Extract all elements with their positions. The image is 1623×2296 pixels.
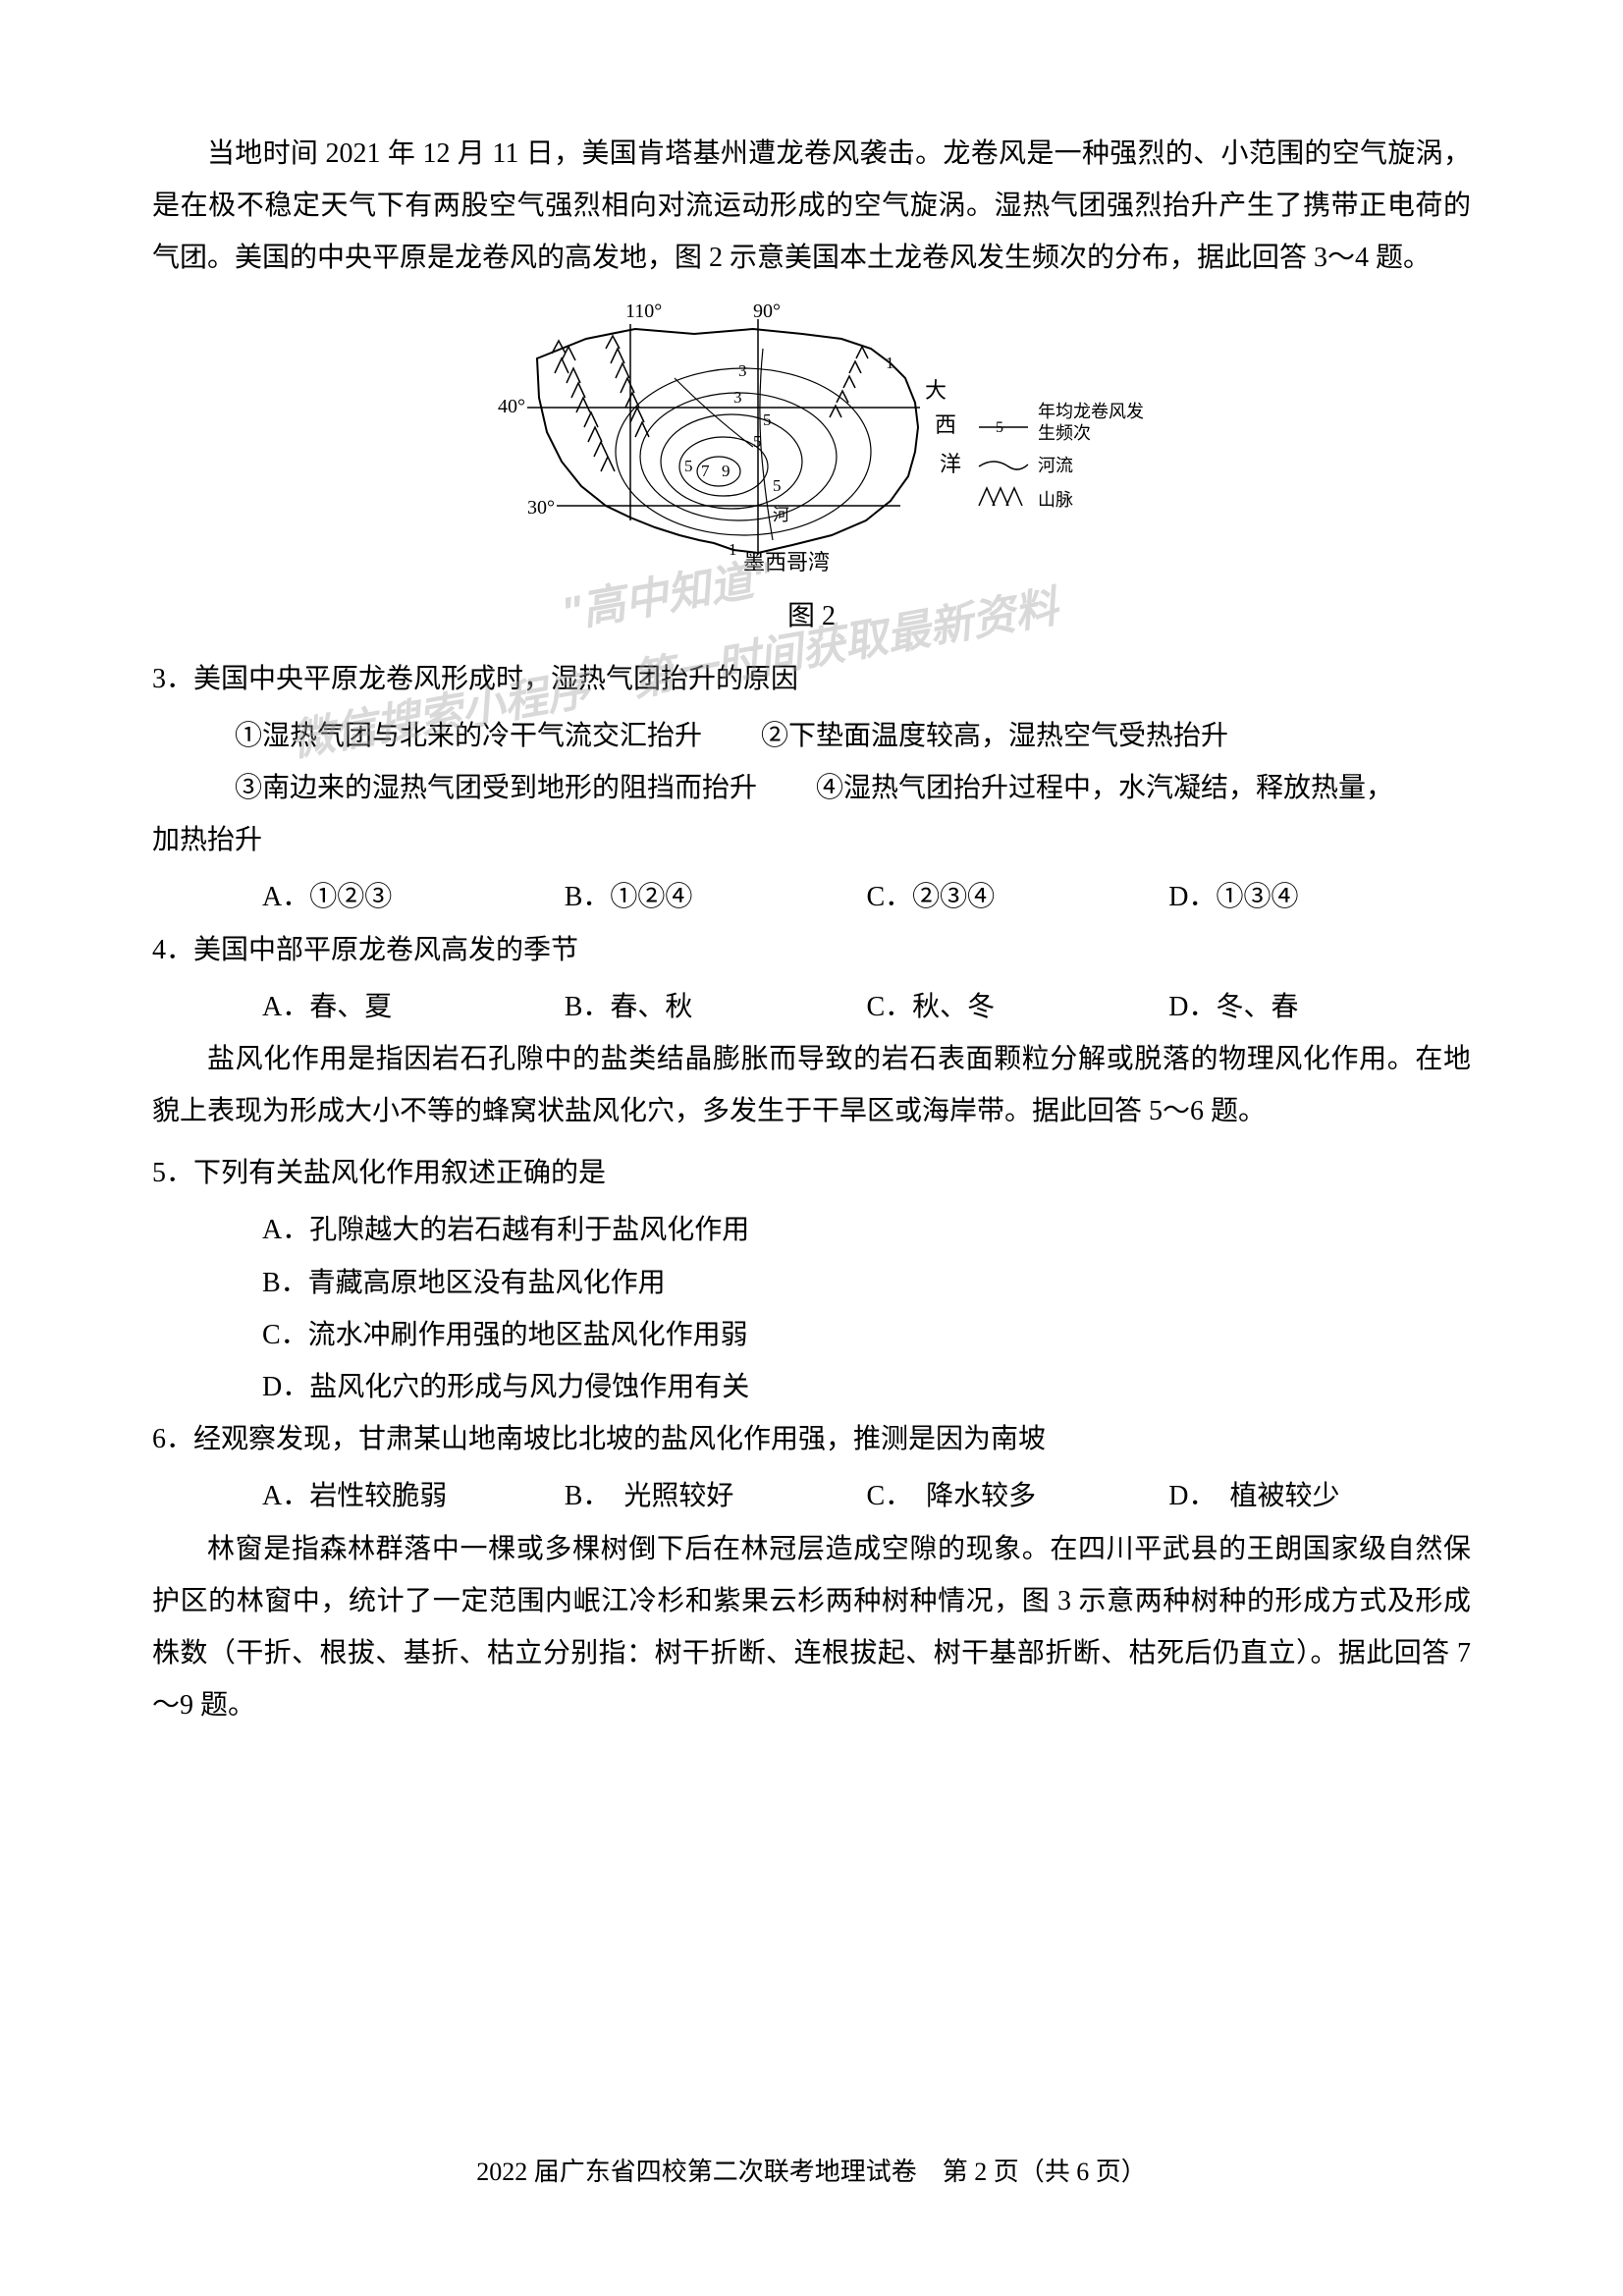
q6-stem: 6．经观察发现，甘肃某山地南坡比北坡的盐风化作用强，推测是因为南坡	[152, 1413, 1471, 1465]
figure-2-box: 110° 90° 40° 30°	[478, 300, 1146, 579]
q3-option-c: C．②③④	[867, 871, 1169, 923]
contour-val: 3	[738, 361, 747, 380]
mountains-west	[552, 336, 649, 471]
svg-text:5: 5	[996, 419, 1003, 436]
q3-stem: 3．美国中央平原龙卷风形成时，湿热气团抬升的原因	[152, 653, 1471, 705]
q4-option-a: A．春、夏	[262, 981, 565, 1033]
svg-text:河流: 河流	[1038, 456, 1073, 475]
q4-option-c: C．秋、冬	[867, 981, 1169, 1033]
contour-val: 7	[701, 462, 710, 480]
q3-option-d: D．①③④	[1168, 871, 1471, 923]
lon-110: 110°	[625, 301, 662, 322]
q6-option-d: D． 植被较少	[1168, 1470, 1471, 1522]
passage-1: 当地时间 2021 年 12 月 11 日，美国肯塔基州遭龙卷风袭击。龙卷风是一…	[152, 128, 1471, 285]
svg-text:山脉: 山脉	[1038, 490, 1073, 510]
lat-30: 30°	[527, 497, 555, 519]
q3-sub2: ②下垫面温度较高，湿热空气受热抬升	[761, 710, 1228, 762]
ocean-yang: 洋	[940, 452, 961, 476]
contour-val: 3	[733, 388, 742, 407]
gulf-label: 墨西哥湾	[743, 550, 830, 574]
q6-option-c: C． 降水较多	[867, 1470, 1169, 1522]
page-footer: 2022 届广东省四校第二次联考地理试卷 第 2 页（共 6 页）	[0, 2152, 1623, 2188]
figure-2-caption: 图 2	[152, 594, 1471, 633]
q3-sub3: ③南边来的湿热气团受到地形的阻挡而抬升	[235, 762, 757, 814]
contour-val: 1	[729, 540, 737, 559]
q4-options: A．春、夏 B．春、秋 C．秋、冬 D．冬、春	[152, 981, 1471, 1033]
q5-option-a: A．孔隙越大的岩石越有利于盐风化作用	[152, 1204, 1471, 1256]
q4-stem: 4．美国中部平原龙卷风高发的季节	[152, 924, 1471, 976]
q3-sub4-cont: 加热抬升	[152, 814, 1471, 866]
q3-sub-row1: ①湿热气团与北来的冷干气流交汇抬升 ②下垫面温度较高，湿热空气受热抬升	[152, 710, 1471, 762]
contour-val: 9	[722, 462, 730, 480]
q3-option-b: B．①②④	[565, 871, 867, 923]
q3-sub4: ④湿热气团抬升过程中，水汽凝结，释放热量，	[816, 762, 1393, 814]
mountains-east	[830, 347, 868, 417]
contour-val: 1	[886, 354, 894, 372]
lon-90: 90°	[753, 301, 781, 322]
q3-options: A．①②③ B．①②④ C．②③④ D．①③④	[152, 871, 1471, 923]
q5-option-c: C．流水冲刷作用强的地区盐风化作用弱	[152, 1309, 1471, 1361]
lat-40: 40°	[498, 396, 525, 417]
map-legend: 5 年均龙卷风发 生频次 河流 山脉	[979, 402, 1144, 510]
contour-val: 5	[684, 457, 693, 475]
q6-option-a: A．岩性较脆弱	[262, 1470, 565, 1522]
q6-options: A．岩性较脆弱 B． 光照较好 C． 降水较多 D． 植被较少	[152, 1470, 1471, 1522]
q3-sub-row2: ③南边来的湿热气团受到地形的阻挡而抬升 ④湿热气团抬升过程中，水汽凝结，释放热量…	[152, 762, 1471, 814]
contour-val: 5	[773, 476, 782, 495]
svg-text:生频次: 生频次	[1038, 423, 1091, 443]
us-tornado-map: 110° 90° 40° 30°	[478, 300, 1146, 574]
ocean-xi: 西	[935, 412, 956, 437]
contour-val: 5	[763, 410, 772, 429]
passage-2: 盐风化作用是指因岩石孔隙中的盐类结晶膨胀而导致的岩石表面颗粒分解或脱落的物理风化…	[152, 1033, 1471, 1137]
q5-option-b: B．青藏高原地区没有盐风化作用	[152, 1257, 1471, 1309]
passage-3: 林窗是指森林群落中一棵或多棵树倒下后在林冠层造成空隙的现象。在四川平武县的王朗国…	[152, 1523, 1471, 1732]
river-label: 河	[773, 506, 789, 524]
ocean-da: 大	[925, 378, 947, 403]
q4-option-b: B．春、秋	[565, 981, 867, 1033]
q4-option-d: D．冬、春	[1168, 981, 1471, 1033]
q5-option-d: D．盐风化穴的形成与风力侵蚀作用有关	[152, 1361, 1471, 1413]
svg-text:年均龙卷风发: 年均龙卷风发	[1038, 402, 1144, 421]
figure-2-container: 110° 90° 40° 30°	[152, 300, 1471, 579]
q3-sub1: ①湿热气团与北来的冷干气流交汇抬升	[235, 710, 702, 762]
q5-stem: 5．下列有关盐风化作用叙述正确的是	[152, 1147, 1471, 1199]
q3-option-a: A．①②③	[262, 871, 565, 923]
q6-option-b: B． 光照较好	[565, 1470, 867, 1522]
